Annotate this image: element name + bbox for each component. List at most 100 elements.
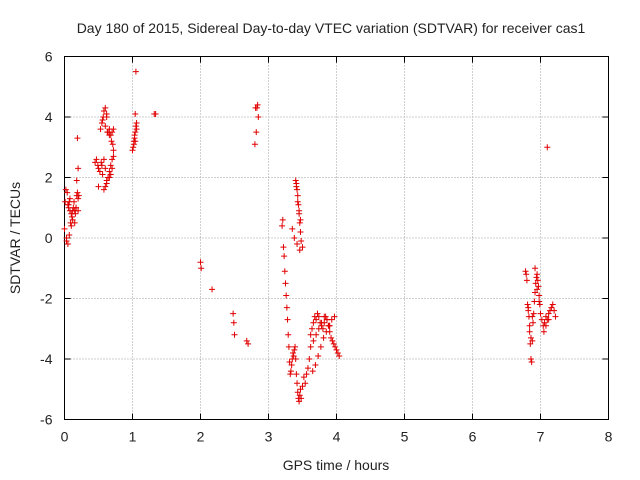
data-point bbox=[283, 292, 290, 299]
data-point bbox=[532, 289, 539, 296]
data-point bbox=[292, 356, 299, 362]
data-point bbox=[109, 165, 116, 172]
data-point bbox=[544, 144, 551, 151]
data-point bbox=[92, 159, 99, 166]
data-point bbox=[132, 129, 139, 136]
data-point bbox=[288, 362, 295, 369]
data-point bbox=[102, 123, 109, 130]
x-tick-label: 0 bbox=[61, 429, 69, 445]
data-point bbox=[132, 68, 139, 75]
data-point bbox=[328, 316, 335, 323]
data-point bbox=[291, 235, 298, 241]
data-point bbox=[315, 313, 322, 320]
data-point bbox=[523, 277, 530, 284]
data-point bbox=[313, 331, 320, 338]
data-point bbox=[133, 120, 140, 127]
data-point bbox=[310, 319, 317, 326]
data-point bbox=[522, 268, 529, 275]
data-point bbox=[299, 383, 306, 390]
data-point bbox=[102, 165, 109, 172]
data-point bbox=[315, 325, 322, 332]
data-point bbox=[307, 343, 314, 350]
data-point bbox=[245, 340, 252, 347]
y-tick-labels: -6 -4 -2 0 2 4 6 bbox=[40, 49, 53, 428]
data-point bbox=[545, 316, 552, 323]
data-point bbox=[334, 349, 341, 356]
data-point bbox=[529, 313, 536, 320]
data-point bbox=[321, 313, 328, 320]
data-point bbox=[68, 213, 75, 220]
data-point bbox=[72, 210, 79, 217]
data-point bbox=[294, 186, 301, 193]
data-point bbox=[328, 334, 335, 341]
data-point bbox=[297, 216, 304, 223]
data-point bbox=[297, 228, 304, 235]
data-point bbox=[289, 225, 296, 232]
data-point bbox=[336, 352, 343, 359]
data-point bbox=[131, 132, 138, 139]
data-point bbox=[209, 286, 216, 293]
data-point bbox=[130, 144, 137, 151]
data-point bbox=[73, 177, 80, 184]
data-point bbox=[197, 259, 204, 266]
x-tick-label: 8 bbox=[605, 429, 613, 445]
axis-ticks bbox=[64, 56, 609, 420]
data-point bbox=[532, 280, 539, 287]
data-point bbox=[304, 365, 311, 372]
data-point bbox=[291, 346, 298, 353]
data-point bbox=[71, 219, 78, 226]
data-point bbox=[75, 207, 82, 214]
data-point bbox=[66, 195, 73, 202]
data-point bbox=[252, 104, 259, 111]
data-point bbox=[298, 395, 305, 402]
x-tick-label: 2 bbox=[197, 429, 205, 445]
x-tick-label: 1 bbox=[129, 429, 137, 445]
data-point bbox=[314, 310, 321, 317]
data-point bbox=[106, 174, 113, 181]
data-point bbox=[75, 165, 82, 172]
data-point bbox=[280, 244, 287, 251]
data-point bbox=[527, 334, 534, 341]
data-point bbox=[253, 129, 260, 136]
data-point bbox=[333, 346, 340, 353]
data-point bbox=[279, 222, 286, 229]
data-point bbox=[541, 319, 548, 326]
y-tick-label: 4 bbox=[45, 109, 53, 125]
data-point bbox=[525, 304, 532, 311]
data-point bbox=[549, 301, 556, 308]
data-point bbox=[532, 265, 539, 272]
data-point bbox=[294, 241, 301, 248]
data-point bbox=[552, 313, 559, 320]
data-point bbox=[297, 386, 304, 393]
data-point bbox=[66, 231, 73, 238]
data-point bbox=[296, 219, 303, 226]
data-point bbox=[530, 310, 537, 317]
data-point bbox=[298, 238, 305, 245]
data-point bbox=[527, 356, 534, 362]
x-tick-label: 4 bbox=[333, 429, 341, 445]
x-tick-label: 5 bbox=[401, 429, 409, 445]
data-point bbox=[536, 298, 543, 305]
data-point bbox=[292, 177, 299, 184]
data-point bbox=[132, 123, 139, 130]
data-point bbox=[289, 349, 296, 356]
data-point bbox=[98, 120, 105, 127]
data-point bbox=[294, 380, 301, 387]
data-point bbox=[313, 316, 320, 323]
data-point bbox=[66, 198, 73, 205]
data-point bbox=[75, 195, 82, 202]
data-point bbox=[287, 371, 294, 378]
data-point bbox=[283, 304, 290, 311]
data-point bbox=[255, 114, 262, 120]
data-point bbox=[296, 247, 303, 254]
data-point bbox=[310, 337, 317, 344]
data-point bbox=[535, 283, 542, 290]
data-point bbox=[294, 389, 301, 396]
data-point bbox=[542, 322, 549, 329]
data-point bbox=[545, 310, 552, 317]
data-point bbox=[287, 368, 294, 375]
data-point bbox=[107, 171, 114, 178]
data-point bbox=[285, 343, 292, 350]
y-tick-label: -6 bbox=[40, 412, 53, 428]
data-point bbox=[530, 319, 537, 326]
